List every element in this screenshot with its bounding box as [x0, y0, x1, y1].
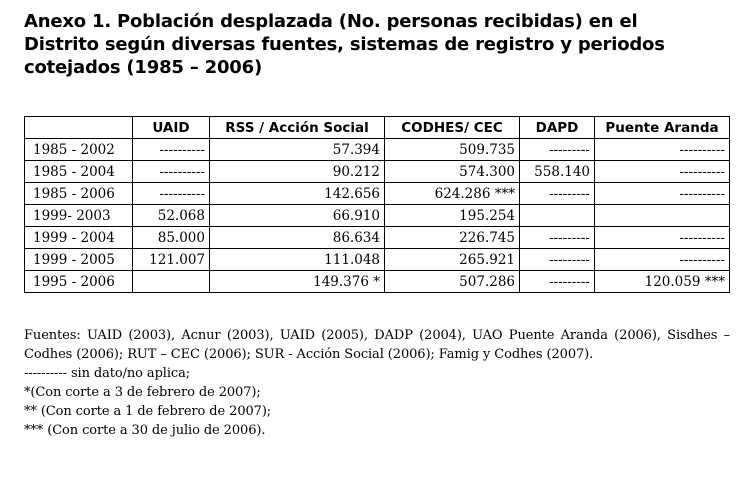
cell-uaid: 121.007 — [132, 248, 210, 271]
header-uaid: UAID — [132, 116, 210, 139]
cell-period: 1999- 2003 — [24, 204, 133, 227]
table-row: 1985 - 2004 ---------- 90.212 574.300 55… — [24, 160, 730, 183]
cell-puente-aranda: ---------- — [594, 138, 730, 161]
header-period — [24, 116, 133, 139]
table-row: 1999 - 2005 121.007 111.048 265.921 ----… — [24, 248, 730, 271]
cell-uaid: ---------- — [132, 160, 210, 183]
cell-rss: 111.048 — [209, 248, 385, 271]
legend-note: ---------- sin dato/no aplica; — [24, 366, 191, 381]
cell-uaid: 52.068 — [132, 204, 210, 227]
cell-uaid: 85.000 — [132, 226, 210, 249]
table-header-row: UAID RSS / Acción Social CODHES/ CEC DAP… — [24, 116, 730, 139]
cell-dapd: 558.140 — [519, 160, 595, 183]
cell-codhes: 509.735 — [384, 138, 520, 161]
legend-note: *** (Con corte a 30 de julio de 2006). — [24, 423, 266, 438]
header-puente-aranda: Puente Aranda — [594, 116, 730, 139]
cell-uaid: ---------- — [132, 182, 210, 205]
title-line: Distrito según diversas fuentes, sistema… — [24, 34, 665, 55]
cell-rss: 66.910 — [209, 204, 385, 227]
cell-puente-aranda: ---------- — [594, 226, 730, 249]
header-rss: RSS / Acción Social — [209, 116, 385, 139]
cell-puente-aranda — [594, 204, 730, 227]
table-row: 1985 - 2002 ---------- 57.394 509.735 --… — [24, 138, 730, 161]
cell-puente-aranda: ---------- — [594, 160, 730, 183]
cell-uaid: ---------- — [132, 138, 210, 161]
cell-period: 1995 - 2006 — [24, 270, 133, 293]
cell-codhes: 574.300 — [384, 160, 520, 183]
cell-rss: 86.634 — [209, 226, 385, 249]
cell-dapd: --------- — [519, 226, 595, 249]
title-line: cotejados (1985 – 2006) — [24, 57, 262, 78]
cell-codhes: 265.921 — [384, 248, 520, 271]
cell-puente-aranda: ---------- — [594, 248, 730, 271]
table-row: 1985 - 2006 ---------- 142.656 624.286 *… — [24, 182, 730, 205]
legend-note: ** (Con corte a 1 de febrero de 2007); — [24, 404, 272, 419]
header-codhes: CODHES/ CEC — [384, 116, 520, 139]
table-row: 1999- 2003 52.068 66.910 195.254 — [24, 204, 730, 227]
cell-codhes: 624.286 *** — [384, 182, 520, 205]
cell-rss: 149.376 * — [209, 270, 385, 293]
displaced-population-table: UAID RSS / Acción Social CODHES/ CEC DAP… — [24, 116, 730, 293]
title-line: Anexo 1. Población desplazada (No. perso… — [24, 11, 638, 32]
cell-codhes: 226.745 — [384, 226, 520, 249]
cell-dapd — [519, 204, 595, 227]
cell-period: 1999 - 2004 — [24, 226, 133, 249]
legend-note: *(Con corte a 3 de febrero de 2007); — [24, 385, 261, 400]
cell-period: 1985 - 2006 — [24, 182, 133, 205]
cell-puente-aranda: 120.059 *** — [594, 270, 730, 293]
cell-rss: 142.656 — [209, 182, 385, 205]
cell-dapd: --------- — [519, 248, 595, 271]
cell-period: 1985 - 2002 — [24, 138, 133, 161]
cell-uaid — [132, 270, 210, 293]
header-dapd: DAPD — [519, 116, 595, 139]
cell-puente-aranda: ---------- — [594, 182, 730, 205]
document-title: Anexo 1. Población desplazada (No. perso… — [24, 10, 724, 79]
table-notes: Fuentes: UAID (2003), Acnur (2003), UAID… — [24, 326, 730, 440]
cell-dapd: --------- — [519, 270, 595, 293]
cell-codhes: 507.286 — [384, 270, 520, 293]
cell-dapd: --------- — [519, 138, 595, 161]
cell-period: 1999 - 2005 — [24, 248, 133, 271]
table-row: 1999 - 2004 85.000 86.634 226.745 ------… — [24, 226, 730, 249]
cell-period: 1985 - 2004 — [24, 160, 133, 183]
cell-rss: 90.212 — [209, 160, 385, 183]
cell-codhes: 195.254 — [384, 204, 520, 227]
cell-rss: 57.394 — [209, 138, 385, 161]
cell-dapd: --------- — [519, 182, 595, 205]
table-row: 1995 - 2006 149.376 * 507.286 --------- … — [24, 270, 730, 293]
sources-note: Fuentes: UAID (2003), Acnur (2003), UAID… — [24, 328, 730, 362]
